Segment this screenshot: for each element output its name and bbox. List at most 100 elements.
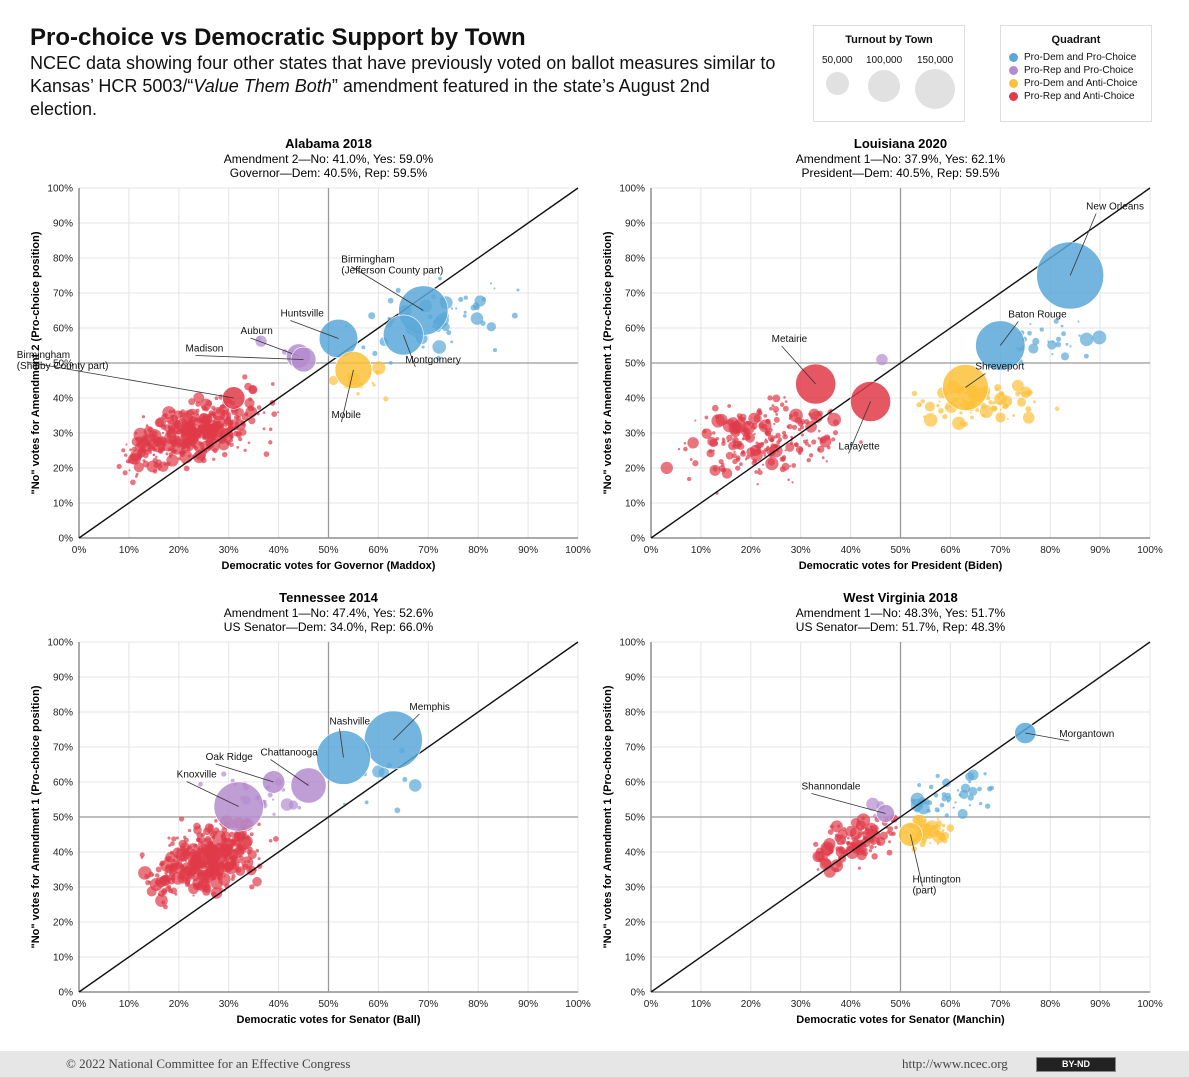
pro-dem-pro-choice-point xyxy=(421,345,425,349)
pro-rep-anti-choice-point xyxy=(121,448,126,453)
x-tick-label: 80% xyxy=(1040,999,1060,1010)
chart-subtitle-amendment: Amendment 1—No: 47.4%, Yes: 52.6% xyxy=(224,606,434,620)
pro-rep-anti-choice-point xyxy=(733,450,736,454)
chart-subtitle-candidate: President—Dem: 40.5%, Rep: 59.5% xyxy=(801,166,999,180)
pro-rep-anti-choice-point xyxy=(206,425,212,431)
pro-rep-anti-choice-point xyxy=(772,406,780,413)
pro-rep-anti-choice-point xyxy=(234,850,239,855)
pro-rep-anti-choice-point xyxy=(195,408,200,413)
pro-rep-anti-choice-point xyxy=(244,834,250,840)
pro-dem-pro-choice-point xyxy=(941,795,948,802)
pro-rep-anti-choice-point xyxy=(731,453,737,459)
pro-rep-anti-choice-point xyxy=(855,825,859,829)
y-tick-label: 0% xyxy=(631,988,646,999)
pro-rep-pro-choice-point xyxy=(198,781,203,787)
pro-rep-anti-choice-point xyxy=(178,450,184,456)
pro-rep-anti-choice-point xyxy=(722,439,726,443)
pro-rep-anti-choice-point xyxy=(181,412,187,419)
pro-rep-anti-choice-point xyxy=(689,458,693,461)
pro-rep-anti-choice-point xyxy=(200,832,205,838)
pro-dem-pro-choice-point xyxy=(968,786,978,796)
pro-dem-pro-choice-point xyxy=(1055,336,1062,342)
y-tick-label: 90% xyxy=(53,673,73,684)
pro-rep-anti-choice-point xyxy=(152,453,156,456)
pro-rep-anti-choice-point xyxy=(181,862,193,874)
pro-rep-anti-choice-point xyxy=(263,451,270,457)
y-tick-label: 60% xyxy=(625,778,645,789)
y-tick-label: 10% xyxy=(53,499,73,510)
x-tick-label: 40% xyxy=(269,545,289,556)
pro-rep-anti-choice-point xyxy=(754,470,759,474)
pro-dem-anti-choice-point xyxy=(372,383,376,387)
pro-dem-pro-choice-point xyxy=(361,345,366,350)
x-tick-label: 40% xyxy=(841,999,861,1010)
pro-rep-anti-choice-point xyxy=(757,470,763,476)
pro-dem-pro-choice-point xyxy=(462,314,467,318)
pro-dem-anti-choice-point xyxy=(969,411,972,414)
pro-rep-anti-choice-point xyxy=(888,831,894,836)
town-label: Mobile xyxy=(331,410,361,421)
pro-rep-anti-choice-point xyxy=(861,831,865,835)
pro-rep-anti-choice-point xyxy=(683,442,687,445)
website-link[interactable]: http://www.ncec.org xyxy=(902,1056,1008,1071)
pro-rep-anti-choice-point xyxy=(155,417,167,428)
town-label: Birmingham (Shelby County part) xyxy=(17,350,109,372)
pro-rep-anti-choice-point xyxy=(201,864,207,870)
x-tick-label: 50% xyxy=(890,545,910,556)
pro-rep-anti-choice-point xyxy=(167,836,171,840)
pro-rep-anti-choice-point xyxy=(186,843,201,857)
pro-rep-anti-choice-point xyxy=(776,440,781,445)
x-tick-label: 100% xyxy=(1137,999,1163,1010)
pro-rep-anti-choice-point xyxy=(766,446,777,457)
pro-dem-pro-choice-point xyxy=(978,801,983,806)
label-leader-line xyxy=(290,320,339,339)
pro-rep-anti-choice-point xyxy=(769,406,773,411)
pro-dem-pro-choice-point xyxy=(432,340,447,354)
pro-dem-pro-choice-point xyxy=(364,800,369,805)
town-label: Huntington (part) xyxy=(912,875,960,897)
label-leader-line xyxy=(195,355,304,360)
pro-rep-anti-choice-point xyxy=(798,451,802,455)
pro-rep-anti-choice-point xyxy=(789,465,792,468)
pro-rep-anti-choice-point xyxy=(223,857,227,861)
pro-rep-anti-choice-point xyxy=(829,849,833,854)
pro-rep-anti-choice-point xyxy=(765,418,771,425)
pro-dem-pro-choice-point xyxy=(918,804,923,808)
point-layer xyxy=(812,769,995,878)
pro-dem-anti-choice-point xyxy=(1054,406,1060,411)
pro-rep-anti-choice-point xyxy=(687,437,699,449)
pro-rep-anti-choice-point xyxy=(241,856,254,869)
pro-rep-anti-choice-point xyxy=(739,462,743,467)
pro-rep-anti-choice-point xyxy=(209,867,215,873)
page-subtitle: NCEC data showing four other states that… xyxy=(30,52,780,121)
pro-rep-anti-choice-point xyxy=(797,427,802,432)
label-leader-line xyxy=(186,781,239,807)
pro-dem-pro-choice-point xyxy=(368,312,376,320)
pro-dem-pro-choice-point xyxy=(1047,340,1057,350)
pro-rep-anti-choice-point xyxy=(231,860,236,865)
y-tick-label: 90% xyxy=(625,219,645,230)
pro-rep-pro-choice-point xyxy=(256,336,262,342)
legend-swatch xyxy=(1009,66,1018,75)
pro-rep-anti-choice-point xyxy=(262,427,266,431)
pro-rep-anti-choice-point xyxy=(753,427,756,430)
pro-rep-anti-choice-point xyxy=(725,420,729,425)
pro-rep-anti-choice-point xyxy=(847,836,850,840)
pro-rep-anti-choice-point xyxy=(175,836,179,840)
pro-dem-anti-choice-point xyxy=(940,835,946,841)
pro-rep-anti-choice-point xyxy=(215,863,220,868)
pro-rep-anti-choice-point xyxy=(190,859,195,864)
labeled-town-point[interactable] xyxy=(290,767,327,804)
label-leader-line xyxy=(910,834,923,887)
x-tick-label: 50% xyxy=(318,999,338,1010)
chart-title: Alabama 2018 xyxy=(285,136,372,151)
pro-dem-pro-choice-point xyxy=(1061,331,1067,337)
pro-rep-anti-choice-point xyxy=(178,816,185,822)
x-tick-label: 90% xyxy=(1090,999,1110,1010)
pro-rep-anti-choice-point xyxy=(125,443,128,446)
y-tick-label: 40% xyxy=(53,394,73,405)
pro-rep-anti-choice-point xyxy=(219,431,224,436)
y-tick-label: 30% xyxy=(53,429,73,440)
pro-rep-anti-choice-point xyxy=(116,463,122,470)
pro-rep-anti-choice-point xyxy=(225,861,229,866)
